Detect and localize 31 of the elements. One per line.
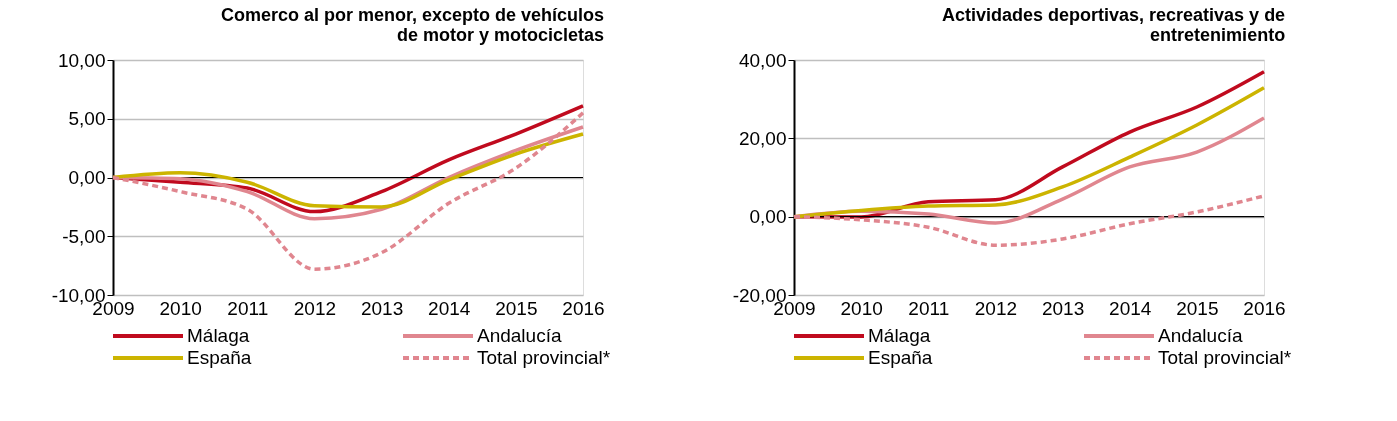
x-tick-label: 2012 <box>293 297 337 319</box>
x-tick-label: 2015 <box>495 297 538 319</box>
y-tick-label: 0,00 <box>68 167 106 188</box>
legend-label: España <box>187 347 252 368</box>
x-tick-label: 2015 <box>1176 297 1219 319</box>
legend-label: Málaga <box>868 325 931 346</box>
y-tick-label: -5,00 <box>62 225 106 247</box>
chart-title: Comerco al por menor, excepto de vehículos de motor y motocicletas <box>221 5 605 45</box>
x-tick-label: 2011 <box>908 297 950 319</box>
legend-label: Total provincial* <box>477 347 611 368</box>
legend-label: Andalucía <box>1158 325 1243 346</box>
x-tick-label: 2011 <box>227 297 269 319</box>
legend-label: Málaga <box>187 325 250 346</box>
x-tick-label: 2013 <box>360 297 404 319</box>
chart-title: Actividades deportivas, recreativas y de entretenimiento <box>941 5 1286 45</box>
legend-label: Total provincial* <box>1158 347 1292 368</box>
legend-label: Andalucía <box>477 325 562 346</box>
x-tick-label: 2014 <box>1109 297 1152 319</box>
x-tick-label: 2016 <box>1243 297 1286 319</box>
legend-label: España <box>868 347 933 368</box>
x-tick-label: 2013 <box>1041 297 1085 319</box>
x-tick-label: 2012 <box>974 297 1018 319</box>
x-tick-label: 2010 <box>159 297 202 319</box>
x-tick-label: 2014 <box>428 297 471 319</box>
y-tick-label: 40,00 <box>738 49 787 71</box>
x-tick-label: 2016 <box>562 297 605 319</box>
y-tick-label: 10,00 <box>57 49 106 71</box>
y-tick-label: 20,00 <box>738 127 787 149</box>
y-tick-label: 0,00 <box>749 206 787 228</box>
y-tick-label: 5,00 <box>68 108 106 130</box>
x-tick-label: 2010 <box>840 297 883 319</box>
